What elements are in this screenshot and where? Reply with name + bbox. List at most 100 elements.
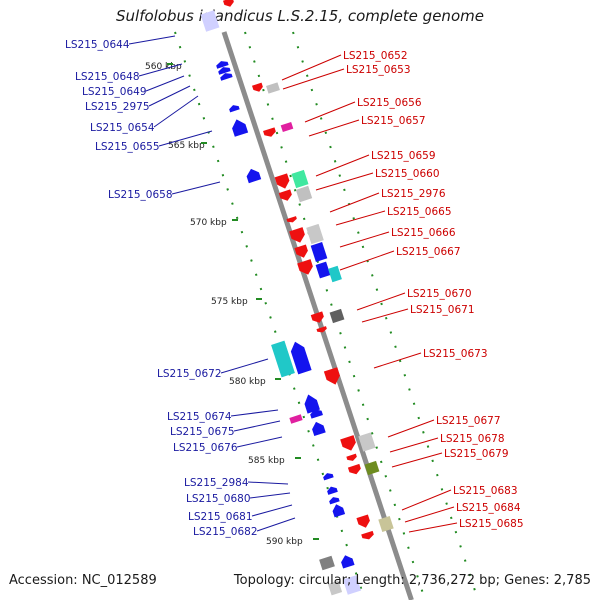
gene-label-leader xyxy=(387,419,435,438)
gene-label-forward: LS215_0672 xyxy=(157,368,222,380)
gene-light-block xyxy=(327,580,343,596)
gene-arrow-blue xyxy=(220,73,233,81)
scale-tick-label: 565 kbp xyxy=(168,141,205,151)
gene-label-reverse: LS215_0667 xyxy=(396,246,461,258)
gene-arrow-red xyxy=(294,244,308,258)
gene-arrow-blue xyxy=(323,473,334,481)
scale-tick-label: 570 kbp xyxy=(190,218,227,228)
gene-label-reverse: LS215_0678 xyxy=(440,433,505,445)
gene-label-leader xyxy=(247,481,289,485)
gene-label-leader xyxy=(339,250,395,271)
gene-arrow-red xyxy=(346,453,357,461)
gene-label-leader xyxy=(401,489,452,511)
scale-tick-label: 575 kbp xyxy=(211,297,248,307)
gene-label-leader xyxy=(148,85,191,107)
gene-light-block xyxy=(342,575,362,595)
gene-label-leader xyxy=(145,75,185,92)
gene-label-reverse: LS215_0679 xyxy=(444,448,509,460)
gene-label-forward: LS215_0654 xyxy=(90,122,155,134)
gene-label-reverse: LS215_0657 xyxy=(361,115,426,127)
gene-arrow-blue xyxy=(304,394,320,414)
gene-label-leader xyxy=(335,210,386,226)
gene-label-leader xyxy=(281,54,342,81)
gene-blue-block xyxy=(310,242,328,262)
gene-label-forward: LS215_0674 xyxy=(167,411,232,423)
gene-label-forward: LS215_0649 xyxy=(82,86,147,98)
gene-arrow-red xyxy=(323,367,340,385)
gene-label-leader xyxy=(408,522,458,533)
gene-arrow-red xyxy=(310,311,324,323)
gene-label-forward: LS215_0675 xyxy=(170,426,235,438)
accession-text: Accession: NC_012589 xyxy=(9,573,157,588)
gene-olive-block xyxy=(364,460,380,476)
gene-label-leader xyxy=(153,95,199,128)
gene-label-reverse: LS215_0677 xyxy=(436,415,501,427)
scale-tick-label: 585 kbp xyxy=(248,456,285,466)
gene-label-leader xyxy=(308,119,360,137)
gene-arrow-red xyxy=(340,435,356,451)
gene-label-forward: LS215_0658 xyxy=(108,189,173,201)
gene-arrow-blue xyxy=(229,105,240,113)
gene-label-forward: LS215_0644 xyxy=(65,39,130,51)
gene-arrow-red xyxy=(252,82,263,92)
gene-label-leader xyxy=(304,101,356,123)
gene-label-reverse: LS215_0666 xyxy=(391,227,456,239)
gene-label-leader xyxy=(373,352,422,369)
gene-arrow-blue xyxy=(332,504,346,518)
gene-label-reverse: LS215_0673 xyxy=(423,348,488,360)
gene-arrow-blue xyxy=(290,341,312,375)
gene-arrow-blue xyxy=(216,61,229,69)
gene-label-leader xyxy=(404,506,455,523)
gene-label-leader xyxy=(171,181,221,195)
gene-label-leader xyxy=(220,358,269,374)
gene-label-reverse: LS215_0683 xyxy=(453,485,518,497)
gene-cyan-block xyxy=(328,265,342,283)
gene-label-forward: LS215_0676 xyxy=(173,442,238,454)
gene-arrow-red xyxy=(361,530,374,540)
gene-arrow-red xyxy=(263,127,276,137)
scale-tick-label: 580 kbp xyxy=(229,377,266,387)
gene-label-leader xyxy=(230,409,279,417)
gene-label-reverse: LS215_0653 xyxy=(346,64,411,76)
gene-cyan-block xyxy=(271,340,295,378)
gene-label-leader xyxy=(391,452,443,468)
gene-label-reverse: LS215_0671 xyxy=(410,304,475,316)
scale-tick-label: 560 kbp xyxy=(145,62,182,72)
gene-label-reverse: LS215_0665 xyxy=(387,206,452,218)
gene-green-block xyxy=(291,169,309,189)
gene-label-leader xyxy=(128,35,176,45)
gene-arrow-red xyxy=(274,173,290,189)
gene-label-leader xyxy=(251,504,293,517)
track-dots-2 xyxy=(244,31,426,600)
gene-khaki-block xyxy=(378,515,394,533)
gene-label-leader xyxy=(356,292,406,311)
gene-label-leader xyxy=(158,130,213,147)
gene-label-reverse: LS215_0685 xyxy=(459,518,524,530)
gene-label-leader xyxy=(282,68,345,90)
gene-label-forward: LS215_2984 xyxy=(184,477,249,489)
gene-gray-block xyxy=(295,185,313,203)
gene-arrow-blue xyxy=(310,409,323,419)
gene-label-reverse: LS215_2976 xyxy=(381,188,446,200)
gene-arrow-blue xyxy=(341,555,355,569)
gene-label-forward: LS215_0682 xyxy=(193,526,258,538)
gene-arrow-red xyxy=(316,326,327,333)
gene-label-leader xyxy=(329,192,380,213)
gene-arrow-red xyxy=(223,0,234,7)
genome-stats-text: Topology: circular; Length: 2,736,272 bp… xyxy=(233,573,591,588)
gene-arrow-red xyxy=(297,259,313,275)
gene-light-block xyxy=(200,10,220,32)
gene-label-forward: LS215_0655 xyxy=(95,141,160,153)
gene-label-leader xyxy=(315,154,370,177)
scale-tick-label: 590 kbp xyxy=(266,537,303,547)
gene-label-leader xyxy=(315,172,374,191)
gene-arrow-red xyxy=(356,514,370,528)
gene-light-block xyxy=(358,432,376,452)
gene-label-leader xyxy=(361,308,409,323)
gene-arrow-red xyxy=(286,216,297,223)
gene-label-leader xyxy=(389,437,439,453)
gene-label-leader xyxy=(138,63,183,77)
gene-arrow-blue xyxy=(312,421,326,437)
gene-label-reverse: LS215_0656 xyxy=(357,97,422,109)
